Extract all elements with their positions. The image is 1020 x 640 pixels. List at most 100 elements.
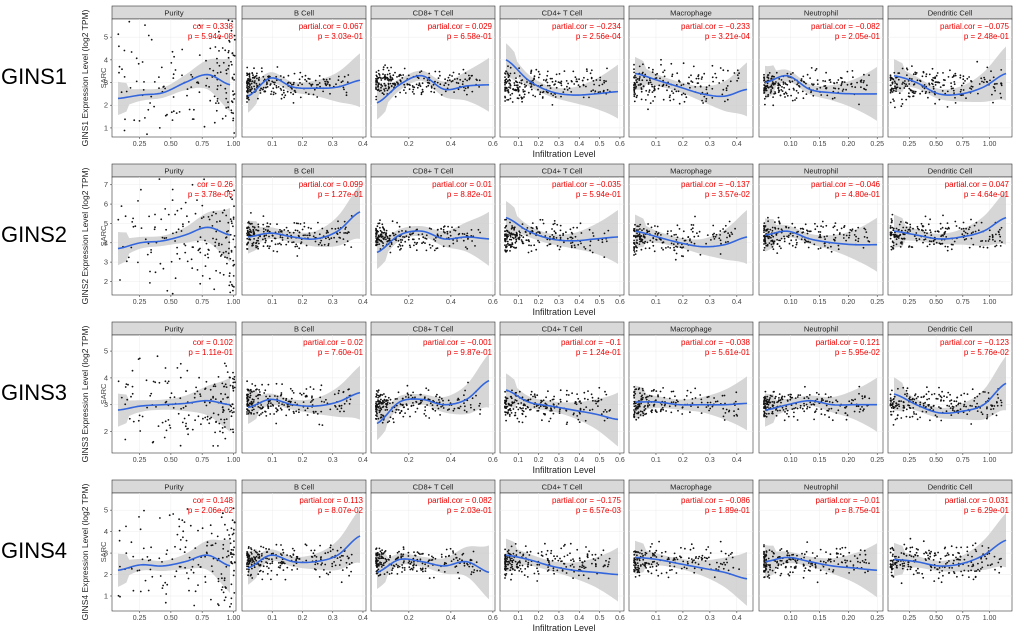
data-point [644,408,647,410]
data-point [280,408,283,411]
data-point [897,237,900,239]
data-point [536,410,539,412]
data-point [328,238,331,241]
data-point [559,81,561,84]
data-point [583,408,585,411]
data-point [420,393,422,396]
data-point [392,417,394,420]
data-point [733,410,735,412]
data-point [336,408,339,410]
data-point [932,77,935,79]
data-point [777,400,780,403]
data-point [425,238,428,240]
data-point [194,212,197,215]
data-point [902,81,904,84]
data-point [924,238,927,241]
data-point [160,66,163,69]
data-point [335,240,338,243]
data-point [226,371,229,373]
data-point [832,87,835,89]
data-point [546,74,549,77]
data-point [999,239,1001,242]
data-point [650,395,653,398]
data-point [323,243,326,246]
data-point [932,87,935,90]
data-point [215,230,218,233]
data-point [435,247,438,250]
data-point [320,384,323,387]
data-point [705,88,708,91]
data-point [559,408,561,411]
data-point [866,236,869,239]
data-point [591,408,594,411]
data-point [861,395,864,397]
data-point [908,87,911,90]
data-point [682,83,685,86]
data-point [633,90,636,92]
data-point [860,81,862,83]
x-tick-label: 0.3 [328,457,338,464]
data-point [948,227,950,230]
x-tick-label: 0.1 [267,457,277,464]
data-point [574,76,577,79]
data-point [774,395,777,398]
data-point [389,251,392,254]
data-point [506,230,509,232]
data-point [786,400,789,402]
data-point [292,102,295,104]
data-point [186,88,189,90]
data-point [637,234,640,237]
data-point [201,204,204,207]
data-point [420,93,423,96]
data-point [562,232,565,235]
data-point [898,223,901,226]
data-point [312,235,315,238]
data-point [790,393,792,396]
data-point [415,83,418,86]
data-point [255,246,258,249]
data-point [504,390,506,393]
data-point [328,78,331,80]
data-point [126,398,129,401]
correlation-value: partial.cor = 0.029 [428,22,493,31]
data-point [711,405,714,408]
data-point [135,80,138,83]
data-point [538,73,541,76]
data-point [479,402,481,405]
data-point [713,397,715,399]
data-point [763,224,765,227]
data-point [174,240,177,242]
data-point [510,397,513,400]
data-point [465,411,468,413]
data-point [257,78,260,80]
data-point [892,247,894,250]
scatter-points [117,355,236,447]
x-axis-label: Infiltration Level [532,307,595,317]
data-point [285,399,287,402]
x-tick-label: 0.50 [929,141,943,148]
data-point [854,86,857,89]
data-point [463,89,466,92]
data-point [219,255,222,257]
data-point [588,228,591,231]
data-point [438,399,440,401]
data-point [343,402,346,405]
y-tick-label: 2 [104,101,108,110]
data-point [198,91,201,94]
data-point [262,75,265,78]
data-point [672,390,675,393]
correlation-separator: = [587,180,596,189]
data-point [770,89,772,91]
data-point [642,412,645,415]
data-point [701,76,703,79]
data-point [790,239,793,242]
data-point [232,54,235,57]
data-point [174,277,177,280]
data-point [766,401,769,403]
data-point [170,392,173,395]
data-point [641,387,644,390]
data-point [509,87,512,89]
data-point [277,243,279,245]
data-point [375,414,377,417]
